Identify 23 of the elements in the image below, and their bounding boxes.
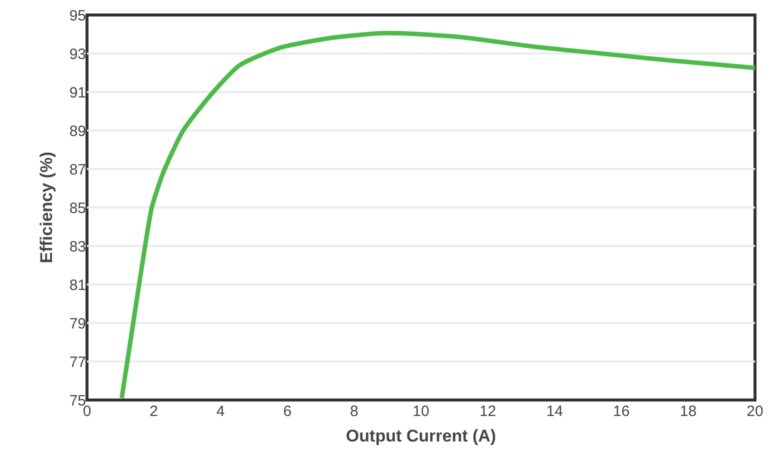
y-tick-label: 89 xyxy=(69,122,86,140)
x-tick-label: 4 xyxy=(216,403,225,420)
x-tick-label: 16 xyxy=(613,403,630,420)
x-tick-label: 14 xyxy=(546,403,563,420)
y-axis-title: Efficiency (%) xyxy=(36,152,56,264)
y-tick-label: 83 xyxy=(69,238,86,256)
line-series xyxy=(119,30,755,400)
x-tick-label: 10 xyxy=(412,403,430,420)
x-tick-label: 12 xyxy=(479,403,496,420)
x-tick-label: 8 xyxy=(350,403,358,420)
x-tick-label: 2 xyxy=(150,403,158,420)
y-tick-label: 93 xyxy=(69,46,86,63)
y-tick-label: 81 xyxy=(69,276,86,294)
y-tick-label: 91 xyxy=(69,84,86,102)
x-tick-label: 20 xyxy=(746,403,764,420)
y-tick-label: 85 xyxy=(69,200,86,217)
x-tick-label: 18 xyxy=(680,403,697,420)
x-tick-label: 6 xyxy=(283,403,292,420)
x-axis-title: Output Current (A) xyxy=(346,426,496,446)
y-tick-label: 77 xyxy=(69,354,86,371)
y-tick-label: 79 xyxy=(69,315,86,332)
y-tick-label: 95 xyxy=(69,7,86,24)
y-tick-label: 87 xyxy=(69,161,86,178)
